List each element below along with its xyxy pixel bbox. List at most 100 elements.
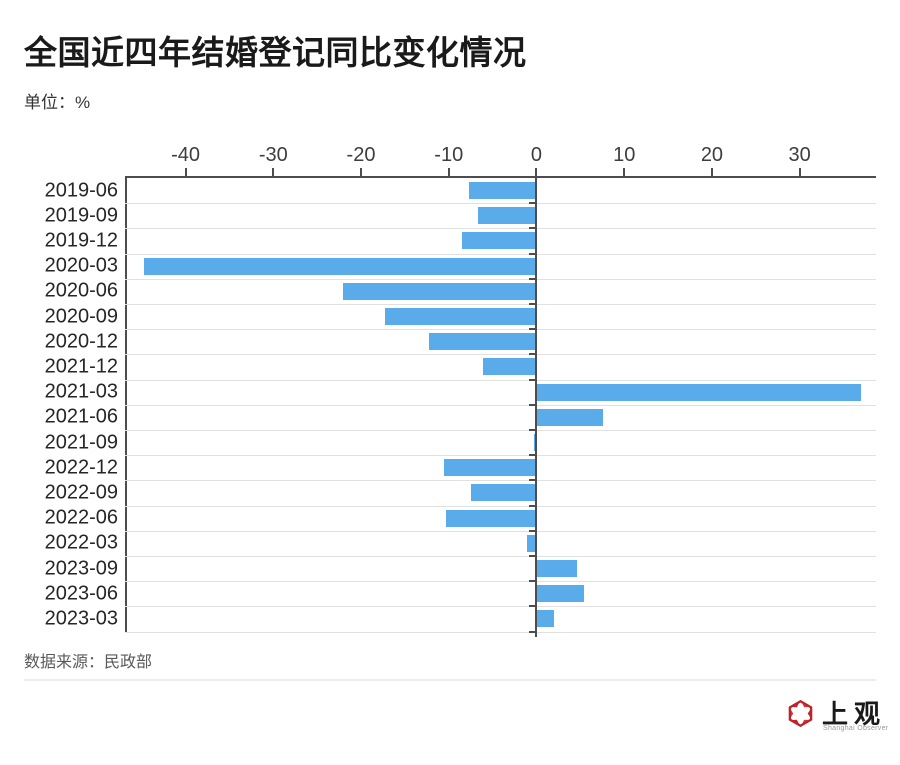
bar: [343, 282, 537, 300]
category-axis-tick: [529, 353, 537, 356]
x-tick-label: -10: [434, 144, 464, 166]
x-tick-mark: [184, 168, 187, 176]
category-label: 2023-09: [44, 557, 118, 579]
category-axis-tick: [529, 454, 537, 457]
category-axis-tick: [529, 328, 537, 331]
x-tick-mark: [535, 168, 538, 176]
category-label: 2019-12: [44, 229, 118, 252]
x-tick-mark: [360, 168, 362, 176]
zero-axis-line: [535, 178, 538, 637]
grid-line: [125, 455, 876, 457]
bar: [446, 509, 537, 527]
bar: [537, 610, 555, 628]
grid-line: [125, 530, 876, 532]
grid-line: [125, 606, 876, 608]
grid-line: [125, 354, 876, 356]
category-label: 2023-03: [44, 607, 118, 630]
x-tick-mark: [798, 168, 801, 176]
bar: [482, 358, 537, 376]
category-axis-tick: [529, 504, 537, 507]
category-axis-tick: [529, 580, 537, 583]
bar: [461, 232, 537, 250]
category-label: 2021-12: [44, 355, 118, 378]
grid-line: [125, 303, 876, 305]
category-label: 2020-12: [44, 330, 118, 353]
bar: [470, 484, 537, 502]
shanghai-observer-logo: 上观 Shanghai Observer: [786, 696, 889, 740]
x-tick-label: 0: [530, 144, 543, 166]
x-tick-mark: [447, 168, 450, 176]
grid-line: [125, 555, 876, 557]
category-axis-tick: [529, 202, 537, 205]
grid-line: [125, 505, 876, 507]
bar: [537, 585, 584, 603]
bar: [144, 257, 537, 275]
logo-cn-text: 上观: [822, 700, 887, 730]
bar: [537, 408, 604, 426]
page-title: 全国近四年结婚登记同比变化情况: [24, 34, 527, 71]
grid-line: [125, 203, 876, 205]
x-tick-label: 10: [613, 144, 636, 166]
source-label: 数据来源：民政部: [24, 654, 153, 671]
category-axis-tick: [529, 227, 537, 230]
grid-line: [125, 631, 876, 633]
category-axis-tick: [529, 378, 537, 381]
logo-en-text: Shanghai Observer: [823, 725, 889, 732]
bar: [533, 434, 537, 452]
grid-line: [125, 404, 876, 406]
category-label: 2019-06: [44, 179, 118, 202]
category-label: 2023-06: [44, 582, 118, 605]
grid-line: [125, 581, 876, 583]
x-tick-mark: [272, 168, 275, 176]
category-label: 2021-06: [44, 405, 118, 428]
category-axis-tick: [529, 428, 537, 431]
category-label: 2020-06: [44, 279, 118, 302]
x-tick-mark: [710, 168, 713, 176]
category-label: 2022-03: [44, 531, 118, 554]
grid-line: [125, 253, 876, 255]
bar: [444, 459, 537, 477]
category-axis-tick: [529, 479, 537, 482]
hexagon-pinwheel-icon: [788, 699, 813, 728]
category-label: 2022-06: [44, 506, 118, 529]
grid-line: [125, 228, 876, 230]
bar: [537, 383, 862, 401]
category-axis-tick: [529, 529, 537, 532]
x-axis-line: [125, 176, 876, 178]
unit-label: 单位：%: [24, 93, 91, 112]
bar: [537, 560, 577, 577]
category-label: 2021-09: [44, 431, 118, 454]
x-tick-label: 30: [788, 144, 811, 166]
footer-divider: [24, 679, 876, 681]
category-label: 2022-09: [44, 481, 118, 504]
bar: [384, 308, 537, 326]
category-axis-tick: [529, 277, 537, 280]
bar: [429, 333, 537, 351]
grid-line: [125, 278, 876, 280]
category-axis-tick: [529, 554, 537, 557]
x-tick-mark: [623, 168, 626, 176]
category-axis-tick: [529, 630, 537, 633]
category-axis-tick: [529, 302, 537, 305]
x-tick-label: -30: [258, 144, 288, 166]
bar: [477, 207, 537, 225]
category-axis-tick: [529, 605, 537, 608]
x-tick-label: -20: [346, 144, 376, 166]
category-axis-tick: [529, 252, 537, 255]
grid-line: [125, 329, 876, 331]
category-label: 2022-12: [44, 456, 118, 479]
grid-line: [125, 429, 876, 431]
category-label: 2021-03: [44, 380, 118, 403]
category-label: 2020-09: [44, 305, 118, 328]
category-axis-tick: [529, 403, 537, 406]
x-tick-label: -40: [171, 144, 200, 166]
category-label: 2020-03: [44, 254, 118, 277]
category-label: 2019-09: [44, 204, 118, 227]
bar: [468, 182, 537, 200]
grid-line: [125, 379, 876, 381]
grid-line: [125, 480, 876, 482]
x-tick-label: 20: [700, 144, 724, 166]
bar: [526, 534, 537, 552]
